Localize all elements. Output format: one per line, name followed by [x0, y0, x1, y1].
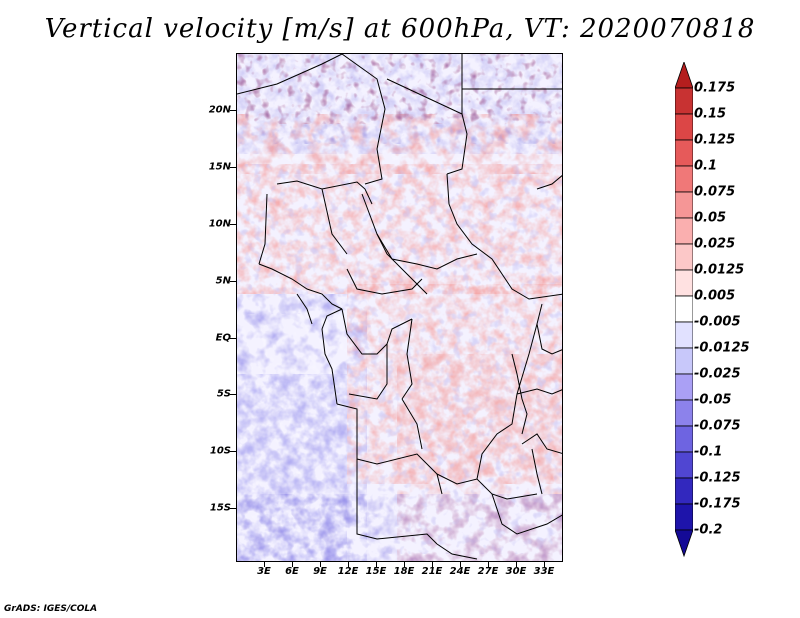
- lat-tick: [230, 338, 236, 339]
- lat-label: 10N: [208, 218, 231, 230]
- colorbar-segment: [675, 321, 693, 349]
- lon-tick: [264, 562, 265, 567]
- lat-label: 5S: [216, 388, 231, 400]
- colorbar-label: 0.1: [694, 158, 718, 174]
- colorbar-label: -0.075: [694, 418, 741, 434]
- lon-label: 15E: [365, 566, 387, 577]
- lon-tick: [460, 562, 461, 567]
- colorbar-label: 0.05: [694, 210, 727, 226]
- colorbar-segment: [675, 217, 693, 245]
- colorbar-label: 0.0125: [694, 262, 745, 278]
- lat-label: 10S: [209, 445, 231, 457]
- colorbar-segment: [675, 243, 693, 271]
- colorbar-segment: [675, 399, 693, 427]
- lon-label: 3E: [257, 566, 271, 577]
- colorbar-segment: [675, 191, 693, 219]
- lat-tick: [230, 451, 236, 452]
- lat-tick: [230, 167, 236, 168]
- colorbar-label: -0.005: [694, 314, 741, 330]
- colorbar-segment: [675, 347, 693, 375]
- colorbar-label: 0.15: [694, 106, 727, 122]
- vertical-velocity-field: [237, 54, 562, 561]
- colorbar-segment: [675, 269, 693, 297]
- lon-label: 27E: [477, 566, 499, 577]
- lat-tick: [230, 508, 236, 509]
- lat-tick: [230, 394, 236, 395]
- lat-label: EQ: [215, 332, 231, 344]
- lon-tick: [544, 562, 545, 567]
- colorbar-segment: [675, 113, 693, 141]
- lat-label: 20N: [208, 104, 231, 116]
- lon-tick: [488, 562, 489, 567]
- colorbar-segment: [675, 87, 693, 115]
- lon-label: 9E: [313, 566, 327, 577]
- map-plot-area: [236, 53, 563, 562]
- colorbar-segment: [675, 62, 693, 89]
- chart-title: Vertical velocity [m/s] at 600hPa, VT: 2…: [44, 14, 756, 44]
- colorbar-segment: [675, 295, 693, 323]
- colorbar-label: -0.0125: [694, 340, 750, 356]
- lat-tick: [230, 110, 236, 111]
- colorbar-label: 0.125: [694, 132, 736, 148]
- colorbar-label: -0.1: [694, 444, 723, 460]
- colorbar-segment: [675, 139, 693, 167]
- lat-label: 15N: [208, 161, 231, 173]
- lon-label: 30E: [505, 566, 527, 577]
- colorbar-segment: [675, 529, 693, 558]
- lat-label: 5N: [215, 275, 231, 287]
- lon-tick: [348, 562, 349, 567]
- lon-tick: [320, 562, 321, 567]
- colorbar-label: -0.025: [694, 366, 741, 382]
- lon-label: 24E: [449, 566, 471, 577]
- colorbar-label: -0.2: [694, 522, 723, 538]
- lon-tick: [292, 562, 293, 567]
- colorbar-segment: [675, 503, 693, 531]
- country-borders: [237, 54, 562, 560]
- lon-label: 18E: [393, 566, 415, 577]
- lon-label: 6E: [285, 566, 299, 577]
- colorbar-label: 0.175: [694, 80, 736, 96]
- lon-tick: [404, 562, 405, 567]
- grads-credit: GrADS: IGES/COLA: [4, 604, 98, 614]
- lon-tick: [516, 562, 517, 567]
- lon-tick: [376, 562, 377, 567]
- colorbar-label: 0.025: [694, 236, 736, 252]
- colorbar-label: 0.005: [694, 288, 736, 304]
- colorbar-label: -0.175: [694, 496, 741, 512]
- colorbar-label: -0.05: [694, 392, 732, 408]
- lon-label: 21E: [421, 566, 443, 577]
- colorbar-segment: [675, 373, 693, 401]
- lat-tick: [230, 224, 236, 225]
- colorbar-label: -0.125: [694, 470, 741, 486]
- colorbar: [675, 62, 693, 558]
- lon-label: 12E: [337, 566, 359, 577]
- colorbar-label: 0.075: [694, 184, 736, 200]
- lon-label: 33E: [533, 566, 555, 577]
- colorbar-segment: [675, 477, 693, 505]
- colorbar-segment: [675, 165, 693, 193]
- colorbar-segment: [675, 425, 693, 453]
- lon-tick: [432, 562, 433, 567]
- lat-label: 15S: [209, 502, 231, 514]
- lat-tick: [230, 281, 236, 282]
- colorbar-segment: [675, 451, 693, 479]
